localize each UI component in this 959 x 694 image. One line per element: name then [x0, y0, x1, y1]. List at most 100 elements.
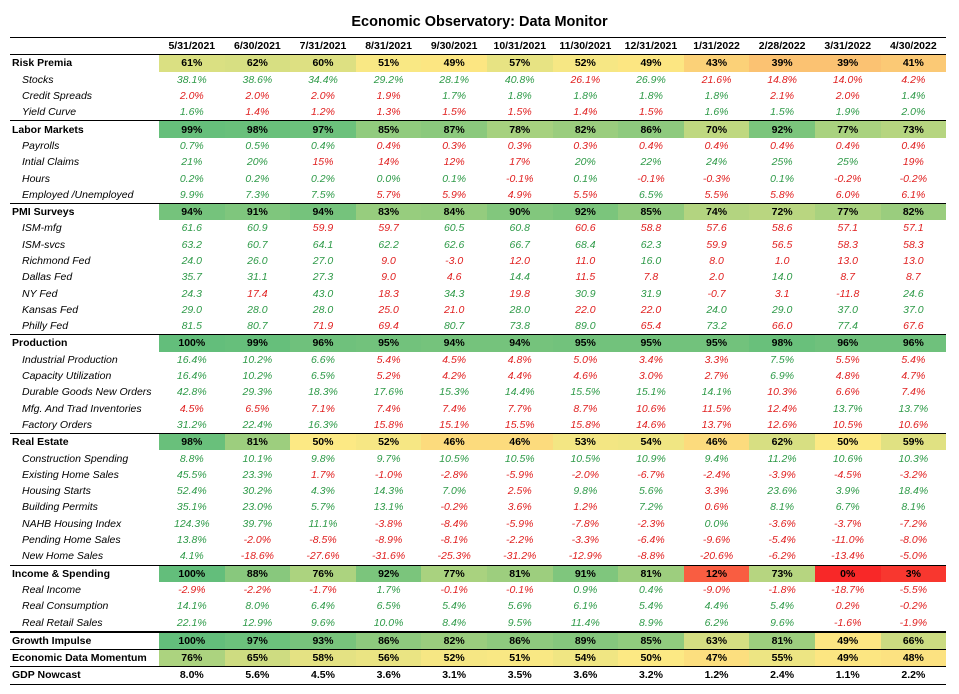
indicator-value: 8.7	[906, 271, 921, 284]
indicator-value: 5.7%	[311, 501, 335, 514]
indicator-value: 19.8	[509, 287, 530, 300]
indicator-row: Real Retail Sales 22.1% 12.9% 9.6% 10.0% 8.4%…	[10, 614, 946, 631]
indicator-value: 28.0	[509, 303, 530, 316]
indicator-value: 0.4%	[770, 139, 795, 152]
section-score: 99%	[159, 120, 225, 138]
indicator-value: 4.7%	[901, 370, 926, 383]
indicator-row: Philly Fed 81.5 80.7 71.9 69.4 80.7 73.8 89.0 65…	[10, 318, 946, 335]
date-header-row: 5/31/2021 6/30/2021 7/31/2021 8/31/2021 9/30…	[10, 36, 947, 56]
indicator-value: 31.1	[247, 271, 268, 284]
indicator-value: -2.8%	[440, 468, 468, 481]
indicator-value: 4.6%	[573, 370, 598, 383]
indicator-value: 29.0	[771, 303, 793, 316]
indicator-row: Capacity Utilization 16.4% 10.2% 6.5% 5.2% 4.…	[10, 368, 946, 384]
indicator-value: 16.0	[640, 255, 662, 267]
summary-value: 51%	[486, 649, 553, 668]
indicator-value: 7.4%	[442, 402, 467, 415]
section-score: 62%	[749, 433, 815, 451]
indicator-label: Intial Claims	[22, 156, 80, 169]
indicator-row: Housing Starts 52.4% 30.2% 4.3% 14.3% 7.0% 2.5…	[10, 483, 946, 499]
summary-value: 89%	[552, 630, 619, 650]
indicator-value: 29.2%	[373, 73, 404, 86]
indicator-value: 16.4%	[176, 353, 207, 366]
section-score: 46%	[486, 433, 553, 451]
indicator-label: Hours	[22, 172, 51, 185]
section-score: 94%	[486, 334, 553, 352]
indicator-value: -8.5%	[309, 534, 337, 547]
section-score: 83%	[355, 202, 422, 221]
summary-value: 100%	[159, 630, 225, 650]
indicator-value: -3.3%	[571, 534, 600, 547]
indicator-label: Real Income	[22, 583, 81, 596]
indicator-value: 1.4%	[901, 90, 926, 103]
summary-value: 85%	[618, 630, 684, 650]
summary-value: 65%	[224, 649, 291, 668]
date-header: 5/31/2021	[159, 36, 225, 56]
section-score: 52%	[552, 54, 619, 72]
section-score: 46%	[683, 433, 750, 451]
section-score: 86%	[618, 120, 684, 138]
indicator-value: 14.6%	[636, 418, 666, 431]
indicator-value: 43.0	[312, 287, 334, 300]
indicator-value: 5.6%	[638, 485, 663, 498]
indicator-value: 14.4%	[504, 386, 535, 399]
section-score: 98%	[224, 120, 291, 138]
indicator-value: 5.9%	[442, 188, 467, 201]
indicator-row: Pending Home Sales 13.8% -2.0% -8.5% -8.9% -8…	[10, 532, 946, 548]
indicator-value: 1.8%	[573, 90, 598, 103]
indicator-value: 13.7%	[701, 418, 732, 431]
section-score: 41%	[880, 54, 947, 72]
indicator-value: 6.6%	[835, 386, 860, 399]
indicator-value: 5.4%	[770, 600, 795, 613]
indicator-value: 0.2%	[311, 172, 335, 185]
section-score: 61%	[159, 54, 225, 72]
indicator-value: 8.0	[709, 255, 724, 267]
indicator-value: 10.9%	[636, 452, 666, 465]
indicator-value: 18.4%	[898, 485, 929, 498]
indicator-value: 31.2%	[176, 418, 207, 431]
indicator-value: 5.4%	[442, 600, 467, 613]
section-score: 87%	[421, 120, 487, 138]
section-score: 76%	[290, 564, 356, 582]
section-score: 92%	[552, 202, 619, 221]
indicator-value: 13.7%	[898, 402, 929, 415]
indicator-value: 25%	[771, 156, 793, 169]
indicator-value: 0.2%	[835, 600, 860, 613]
date-header: 9/30/2021	[421, 36, 487, 56]
indicator-value: 1.7%	[311, 468, 335, 481]
indicator-value: 1.6%	[179, 106, 204, 119]
section-score: 96%	[814, 334, 881, 352]
indicator-value: 14.8%	[767, 73, 798, 86]
indicator-label: Capacity Utilization	[22, 370, 112, 383]
date-header: 2/28/2022	[749, 36, 815, 56]
indicator-value: 124.3%	[173, 517, 210, 530]
indicator-value: -3.2%	[899, 468, 928, 481]
indicator-value: -2.9%	[178, 583, 206, 596]
indicator-value: -2.0%	[571, 468, 600, 481]
indicator-value: 23.0%	[242, 501, 273, 514]
indicator-value: 4.1%	[179, 550, 204, 563]
summary-value: 58%	[290, 649, 356, 668]
indicator-value: -2.3%	[637, 517, 665, 530]
indicator-value: 80.7	[247, 320, 268, 333]
indicator-value: 28.1%	[439, 73, 470, 86]
indicator-value: 9.0	[381, 255, 396, 267]
indicator-value: -1.7%	[309, 583, 337, 596]
section-score: 96%	[290, 334, 356, 352]
indicator-value: 35.1%	[176, 501, 207, 514]
indicator-value: 69.4	[378, 320, 399, 333]
indicator-value: 3.4%	[638, 353, 663, 366]
indicator-value: -20.6%	[699, 550, 734, 563]
indicator-value: 0.7%	[179, 139, 204, 152]
indicator-value: 4.6	[446, 271, 462, 284]
indicator-label: Stocks	[22, 73, 54, 86]
summary-value: 66%	[880, 630, 947, 650]
indicator-row: NY Fed 24.3 17.4 43.0 18.3 34.3 19.8 30.9 31.9 -0…	[10, 285, 946, 301]
section-score: 92%	[355, 564, 422, 582]
indicator-value: 9.8%	[573, 485, 598, 498]
summary-value: 56%	[355, 649, 422, 668]
indicator-label: Philly Fed	[22, 320, 69, 333]
indicator-value: 10.5%	[439, 452, 470, 465]
section-score: 82%	[880, 202, 947, 221]
summary-value: 93%	[290, 630, 356, 650]
